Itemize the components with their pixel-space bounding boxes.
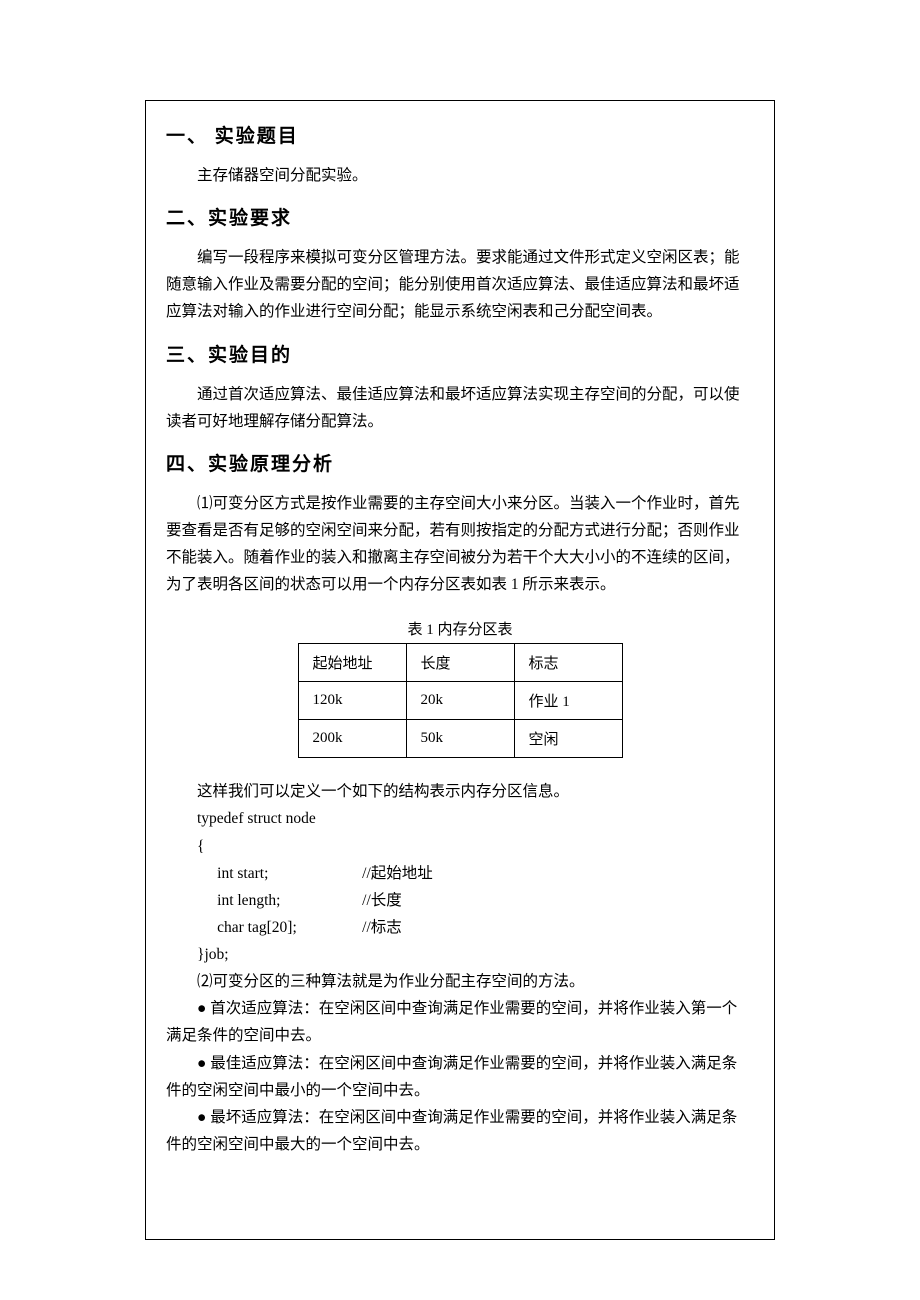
section3-body: 通过首次适应算法、最佳适应算法和最坏适应算法实现主存空间的分配，可以使读者可好地… (166, 381, 754, 435)
table-cell: 空闲 (514, 720, 622, 758)
section1-body: 主存储器空间分配实验。 (166, 162, 754, 189)
table-cell: 作业 1 (514, 682, 622, 720)
code-block: typedef struct node { int start; //起始地址 … (197, 805, 754, 968)
table-row: 120k 20k 作业 1 (298, 682, 622, 720)
bullet-continuation: 件的空闲空间中最大的一个空间中去。 (166, 1131, 754, 1158)
section3-heading: 三、实验目的 (166, 340, 754, 367)
section2-heading: 二、实验要求 (166, 203, 754, 230)
code-comment: //长度 (362, 887, 402, 914)
table-cell: 120k (298, 682, 406, 720)
section4-heading: 四、实验原理分析 (166, 449, 754, 476)
code-line: int start; //起始地址 (217, 860, 754, 887)
section4-para2: 这样我们可以定义一个如下的结构表示内存分区信息。 (166, 778, 754, 805)
code-line: }job; (197, 941, 754, 968)
section1-heading: 一、 实验题目 (166, 121, 754, 148)
code-line: { (197, 833, 754, 860)
code-line: int length; //长度 (217, 887, 754, 914)
table-header-cell: 起始地址 (298, 644, 406, 682)
code-variable: char tag[20]; (217, 914, 362, 941)
bullet-continuation: 满足条件的空间中去。 (166, 1022, 754, 1049)
table-header-cell: 标志 (514, 644, 622, 682)
section4-para1: ⑴可变分区方式是按作业需要的主存空间大小来分区。当装入一个作业时，首先要查看是否… (166, 490, 754, 599)
bullet-item: ● 首次适应算法：在空闲区间中查询满足作业需要的空间，并将作业装入第一个 (166, 995, 754, 1022)
table-header-cell: 长度 (406, 644, 514, 682)
section4-para3: ⑵可变分区的三种算法就是为作业分配主存空间的方法。 (166, 968, 754, 995)
code-line: typedef struct node (197, 805, 754, 832)
section2-body: 编写一段程序来模拟可变分区管理方法。要求能通过文件形式定义空闲区表；能随意输入作… (166, 244, 754, 325)
bullet-continuation: 件的空闲空间中最小的一个空间中去。 (166, 1077, 754, 1104)
table-cell: 50k (406, 720, 514, 758)
code-variable: int length; (217, 887, 362, 914)
code-variable: int start; (217, 860, 362, 887)
code-comment: //起始地址 (362, 860, 433, 887)
table-cell: 200k (298, 720, 406, 758)
memory-partition-table: 起始地址 长度 标志 120k 20k 作业 1 200k 50k 空闲 (298, 643, 623, 758)
table-cell: 20k (406, 682, 514, 720)
table-row: 200k 50k 空闲 (298, 720, 622, 758)
code-line: char tag[20]; //标志 (217, 914, 754, 941)
code-comment: //标志 (362, 914, 402, 941)
document-frame: 一、 实验题目 主存储器空间分配实验。 二、实验要求 编写一段程序来模拟可变分区… (145, 100, 775, 1240)
bullet-item: ● 最佳适应算法：在空闲区间中查询满足作业需要的空间，并将作业装入满足条 (166, 1050, 754, 1077)
bullet-item: ● 最坏适应算法：在空闲区间中查询满足作业需要的空间，并将作业装入满足条 (166, 1104, 754, 1131)
table-header-row: 起始地址 长度 标志 (298, 644, 622, 682)
table-caption: 表 1 内存分区表 (166, 618, 754, 639)
